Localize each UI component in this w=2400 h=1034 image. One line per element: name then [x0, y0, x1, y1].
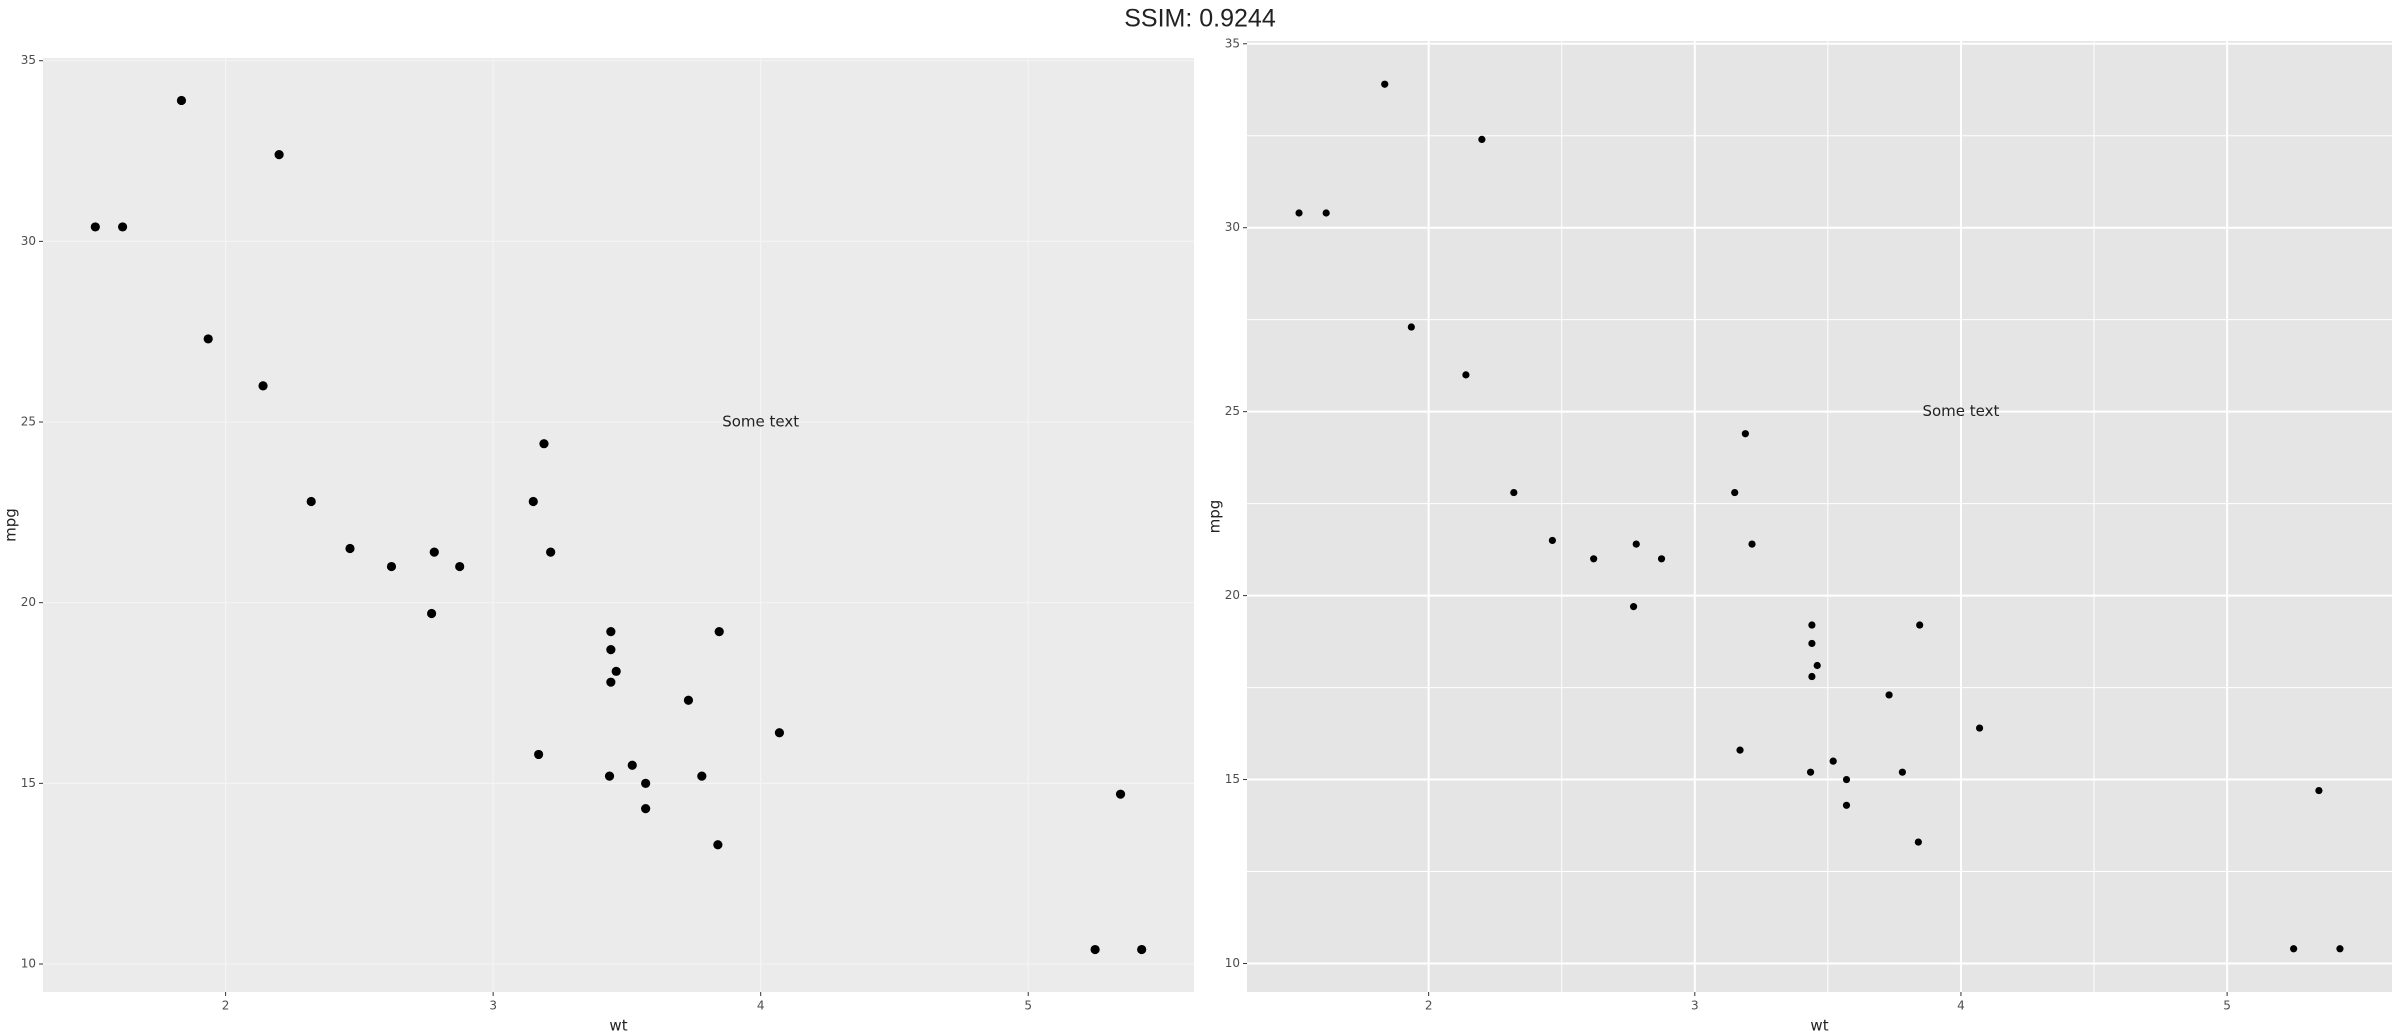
y-tick-label: 15	[21, 776, 36, 790]
y-axis-title: mpg	[1206, 500, 1224, 534]
x-tick-label: 4	[1957, 999, 1965, 1013]
point	[1898, 768, 1906, 776]
point	[1808, 621, 1816, 629]
point	[1731, 488, 1739, 497]
point	[1407, 323, 1415, 331]
point	[306, 496, 316, 507]
point	[774, 728, 785, 738]
point	[1322, 209, 1330, 217]
point	[117, 222, 128, 232]
point	[604, 771, 615, 781]
point	[1295, 209, 1303, 217]
annotation: Some text	[1922, 402, 1999, 420]
point	[1590, 555, 1598, 563]
point	[627, 760, 637, 770]
point	[1748, 540, 1756, 548]
x-tick-label: 3	[1691, 999, 1699, 1013]
y-tick-label: 30	[1225, 220, 1240, 234]
y-tick-label: 35	[1225, 36, 1240, 50]
point	[611, 666, 621, 676]
point	[1808, 672, 1816, 681]
point	[274, 150, 284, 160]
point	[697, 771, 707, 781]
y-tick-label: 30	[21, 234, 36, 248]
x-axis-title: wt	[1810, 1017, 1828, 1034]
x-axis-title: wt	[609, 1017, 627, 1034]
point	[2315, 786, 2323, 795]
point	[528, 496, 538, 507]
point	[427, 608, 437, 619]
point	[1736, 746, 1744, 754]
y-tick-label: 35	[21, 53, 36, 67]
point	[1813, 661, 1821, 670]
y-tick-label: 10	[1225, 956, 1240, 970]
point	[1829, 757, 1837, 765]
x-tick-label: 2	[222, 999, 230, 1013]
point	[1478, 135, 1486, 144]
point	[1885, 691, 1893, 699]
x-tick-label: 5	[2223, 999, 2231, 1013]
point	[1462, 371, 1470, 379]
y-tick-label: 20	[1225, 588, 1240, 602]
y-tick-label: 15	[1225, 772, 1240, 786]
point	[1914, 838, 1922, 846]
y-tick-label: 25	[1225, 404, 1240, 418]
point	[386, 561, 397, 572]
x-tick-label: 4	[757, 999, 765, 1013]
x-tick-label: 3	[489, 999, 497, 1013]
point	[2336, 945, 2344, 953]
panel-background	[43, 58, 1194, 992]
point	[1381, 80, 1389, 88]
point	[1916, 621, 1924, 629]
point	[1806, 768, 1815, 776]
y-axis-title: mpg	[2, 508, 20, 542]
point	[606, 677, 616, 687]
point	[1548, 536, 1557, 545]
point	[90, 222, 100, 232]
point	[2290, 945, 2298, 953]
point	[683, 695, 694, 705]
y-tick-label: 20	[21, 595, 36, 609]
point	[1629, 603, 1638, 611]
point	[606, 626, 616, 637]
point	[1632, 540, 1640, 548]
point	[641, 804, 651, 814]
point	[1090, 944, 1100, 955]
point	[455, 561, 465, 572]
point	[1842, 775, 1851, 784]
point	[606, 645, 616, 655]
point	[714, 626, 724, 637]
point	[258, 381, 268, 391]
point	[534, 749, 544, 760]
annotation: Some text	[722, 413, 799, 431]
point	[345, 543, 355, 554]
point	[176, 95, 187, 106]
x-tick-label: 2	[1425, 999, 1433, 1013]
point	[1741, 430, 1749, 438]
point	[1808, 639, 1816, 648]
point	[203, 334, 213, 344]
point	[1510, 488, 1518, 497]
figure-title: SSIM: 0.9244	[1124, 5, 1276, 33]
panel-background	[1247, 41, 2392, 992]
point	[1842, 801, 1851, 809]
point	[1975, 724, 1984, 732]
x-tick-label: 5	[1024, 999, 1032, 1013]
point	[1137, 944, 1147, 955]
point	[546, 547, 556, 557]
y-tick-label: 25	[21, 415, 36, 429]
point	[1115, 789, 1126, 799]
point	[1657, 555, 1666, 563]
point	[713, 840, 723, 850]
point	[539, 439, 549, 449]
point	[429, 547, 439, 557]
y-tick-label: 10	[21, 956, 36, 970]
point	[641, 778, 651, 788]
